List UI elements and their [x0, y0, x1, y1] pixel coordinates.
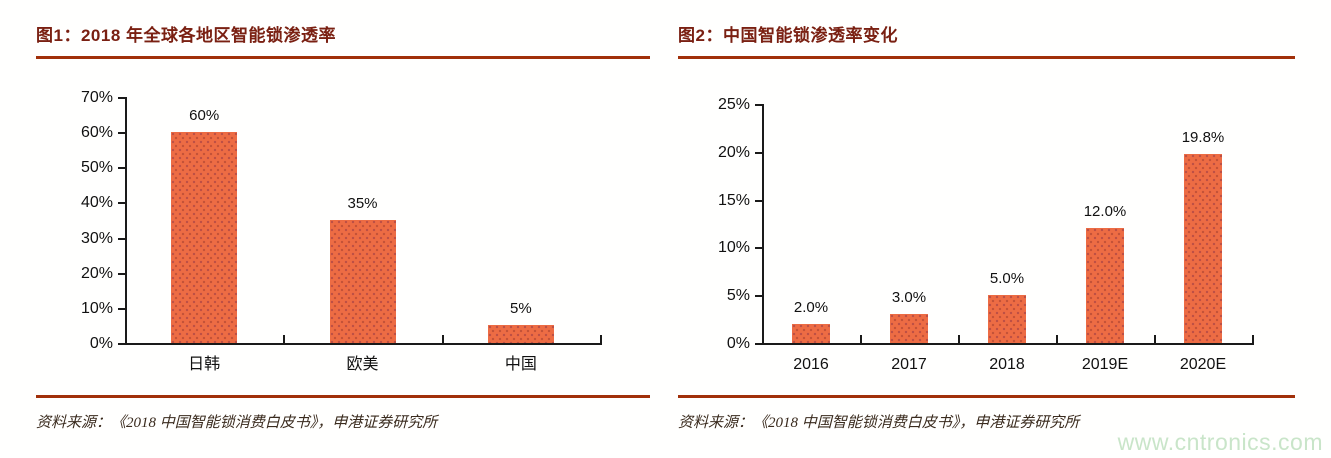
- y-axis-tick: [755, 199, 762, 202]
- figure1-panel: 图1：2018 年全球各地区智能锁渗透率 0% 10% 20% 30% 40% 50% 60…: [36, 0, 650, 458]
- y-axis-tick-label: 50%: [80, 159, 113, 177]
- y-axis-tick: [755, 151, 762, 154]
- y-axis-tick: [118, 202, 125, 205]
- category-label: 2017: [891, 356, 927, 373]
- watermark-text: www.cntronics.com: [1117, 429, 1323, 455]
- y-axis-tick-label: 20%: [717, 143, 750, 161]
- bar-value-label: 35%: [347, 195, 378, 212]
- y-axis-tick: [118, 272, 125, 275]
- y-axis-tick-label: 15%: [717, 191, 750, 209]
- figure1-source: 资料来源：《2018 中国智能锁消费白皮书》，申港证券研究所: [36, 415, 438, 431]
- figure2-source: 资料来源：《2018 中国智能锁消费白皮书》，申港证券研究所: [678, 415, 1080, 431]
- y-axis-tick: [118, 237, 125, 240]
- category-label: 2018: [989, 356, 1025, 373]
- y-axis-tick: [755, 295, 762, 298]
- figure2-title: 图2：中国智能锁渗透率变化: [678, 26, 898, 45]
- x-axis-tick: [600, 335, 602, 343]
- y-axis-tick: [755, 343, 762, 345]
- y-axis-tick-label: 30%: [80, 229, 113, 247]
- category-label: 2019E: [1081, 356, 1129, 373]
- figure1-title: 图1：2018 年全球各地区智能锁渗透率: [36, 26, 336, 45]
- bar-value-label: 60%: [189, 107, 220, 125]
- y-axis-tick-label: 25%: [717, 96, 750, 113]
- x-axis-line: [762, 343, 1254, 345]
- y-axis-tick-label: 20%: [80, 264, 113, 282]
- y-axis-tick: [118, 343, 125, 345]
- x-axis-tick: [283, 335, 286, 343]
- category-label: 中国: [504, 356, 537, 373]
- y-axis-tick: [755, 104, 762, 106]
- x-axis-tick: [860, 335, 862, 343]
- y-axis-tick: [118, 97, 125, 99]
- bar-value-label: 12.0%: [1083, 203, 1127, 221]
- y-axis-tick-label: 5%: [726, 287, 750, 305]
- bar: [1184, 153, 1222, 343]
- y-axis-tick-label: 10%: [80, 299, 113, 317]
- figure2-panel: 图2：中国智能锁渗透率变化 0% 5% 10% 15% 20% 25% 2.0% 2016 3.…: [678, 0, 1295, 458]
- x-axis-tick: [1154, 335, 1156, 343]
- x-axis-tick: [1252, 335, 1254, 343]
- bar-value-label: 19.8%: [1181, 128, 1225, 146]
- y-axis-tick: [118, 132, 125, 135]
- figure1-bar-chart: 0% 10% 20% 30% 40% 50% 60% 70% 60% 日韩 35% 欧美 5% 中国: [36, 59, 650, 395]
- y-axis-tick-label: 70%: [80, 89, 113, 106]
- y-axis-tick: [118, 307, 125, 310]
- y-axis-line: [762, 104, 764, 345]
- y-axis-tick: [755, 247, 762, 250]
- figure2-bar-chart: 0% 5% 10% 15% 20% 25% 2.0% 2016 3.0% 2017 5.0% 2018…: [678, 59, 1295, 395]
- category-label: 欧美: [346, 356, 379, 373]
- y-axis-tick: [118, 167, 125, 170]
- figure1-title-rule: [36, 56, 650, 59]
- y-axis-tick-label: 10%: [717, 239, 750, 257]
- bar-value-label: 5%: [509, 300, 532, 318]
- figure2-title-rule: [678, 56, 1295, 59]
- x-axis-line: [125, 343, 602, 345]
- y-axis-tick-label: 0%: [726, 335, 750, 352]
- bar: [171, 132, 238, 343]
- y-axis-line: [125, 97, 127, 345]
- y-axis-tick-label: 0%: [89, 335, 113, 352]
- x-axis-tick: [441, 335, 444, 343]
- bar: [890, 314, 928, 343]
- bar-value-label: 5.0%: [989, 270, 1025, 288]
- category-label: 日韩: [188, 356, 221, 373]
- bar: [792, 323, 830, 343]
- x-axis-tick: [958, 335, 960, 343]
- y-axis-tick-label: 60%: [80, 124, 113, 142]
- bar: [988, 295, 1026, 343]
- category-label: 2020E: [1179, 356, 1227, 373]
- bar: [1086, 228, 1124, 343]
- bar-value-label: 3.0%: [891, 289, 927, 307]
- y-axis-tick-label: 40%: [80, 194, 113, 212]
- bar: [329, 220, 396, 343]
- x-axis-tick: [1056, 335, 1058, 343]
- bar-value-label: 2.0%: [793, 298, 829, 316]
- category-label: 2016: [793, 356, 829, 373]
- figure1-bottom-rule: [36, 395, 650, 398]
- figure2-bottom-rule: [678, 395, 1295, 398]
- bar: [487, 325, 554, 343]
